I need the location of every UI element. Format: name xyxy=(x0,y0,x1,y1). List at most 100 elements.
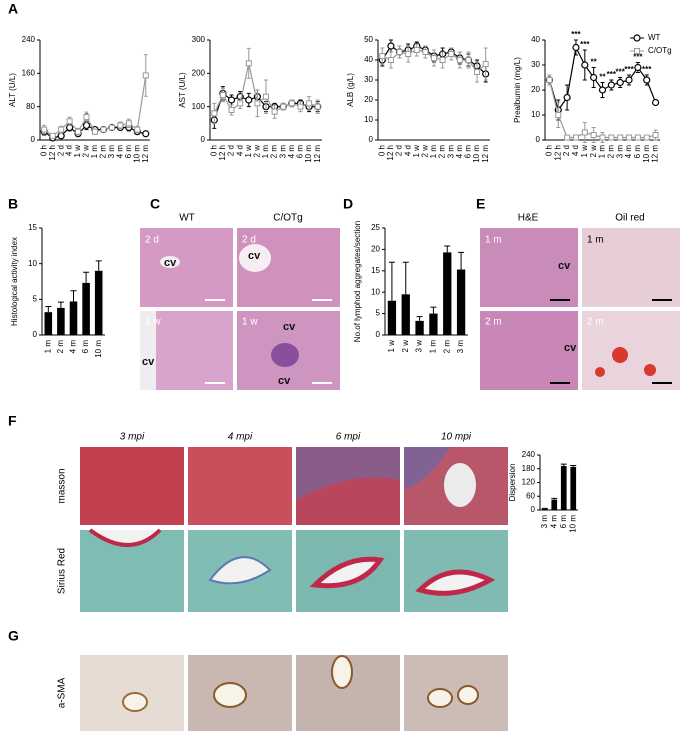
marker xyxy=(272,109,277,114)
marker xyxy=(635,65,641,71)
marker xyxy=(76,129,81,134)
marker xyxy=(143,73,148,78)
error-bar xyxy=(458,252,464,269)
error-bar xyxy=(570,466,576,467)
marker xyxy=(84,115,89,120)
error-bar xyxy=(417,317,423,321)
y-tick-label: 10 xyxy=(364,115,373,124)
y-axis-label: Histological activity index xyxy=(10,237,19,326)
x-tick-label: 2 w xyxy=(589,145,598,158)
marker xyxy=(432,56,437,61)
panel-letter: A xyxy=(8,1,18,17)
row-label: Sirius Red xyxy=(57,548,68,594)
y-tick-label: 0 xyxy=(531,505,536,514)
y-tick-label: 0 xyxy=(536,135,541,144)
inset-label: 1 w xyxy=(145,317,161,328)
marker xyxy=(573,45,579,51)
row-label: masson xyxy=(57,468,68,503)
vessel-label: cv xyxy=(278,375,291,387)
column-header: C/OTg xyxy=(273,213,302,224)
x-tick-label: 1 m xyxy=(43,340,52,354)
error-bar xyxy=(551,498,557,499)
lipid xyxy=(595,367,605,377)
error-bar xyxy=(389,262,395,301)
vessel-label: cv xyxy=(164,257,177,269)
x-tick-label: 2 m xyxy=(606,145,615,159)
y-tick-label: 15 xyxy=(371,266,380,275)
marker xyxy=(423,50,428,55)
micrograph xyxy=(188,447,292,525)
y-tick-label: 5 xyxy=(33,294,38,303)
marker xyxy=(84,122,90,128)
x-tick-label: 3 m xyxy=(615,145,624,159)
inset-label: 1 w xyxy=(242,317,258,328)
marker xyxy=(126,121,131,126)
marker xyxy=(609,135,614,140)
x-tick-label: 12 m xyxy=(481,145,490,163)
panel-f: 3 mpi 4 mpi 6 mpi 10 mpi masson Sirius R… xyxy=(57,432,508,612)
inset-label: 1 m xyxy=(587,235,604,246)
marker xyxy=(565,135,570,140)
vessel-label: cv xyxy=(558,260,571,272)
x-tick-label: 12 m xyxy=(651,145,660,163)
marker xyxy=(58,133,64,139)
vessel xyxy=(458,686,478,704)
x-tick-label: 12 m xyxy=(141,145,150,163)
marker xyxy=(281,104,286,109)
x-tick-label: 6 m xyxy=(559,515,568,529)
y-tick-label: 80 xyxy=(26,102,35,111)
micrograph xyxy=(80,447,184,525)
x-tick-label: 3 m xyxy=(456,340,465,354)
marker xyxy=(591,133,596,138)
y-tick-label: 20 xyxy=(364,95,373,104)
y-tick-label: 240 xyxy=(22,35,36,44)
inset-label: 2 d xyxy=(145,235,159,246)
vessel-label: cv xyxy=(248,250,261,262)
marker xyxy=(388,43,394,49)
panel-letter: D xyxy=(343,196,353,212)
bar xyxy=(443,252,451,335)
x-tick-label: 3 w xyxy=(415,340,424,353)
x-tick-label: 6 m xyxy=(81,340,90,354)
panel-e: H&E Oil red 1 m 1 m 2 m 2 m cv cv xyxy=(480,213,680,390)
marker xyxy=(627,135,632,140)
lipid xyxy=(612,347,628,363)
y-tick-label: 50 xyxy=(364,35,373,44)
marker xyxy=(42,127,47,132)
marker xyxy=(635,49,640,54)
micrograph xyxy=(404,655,508,731)
marker xyxy=(582,62,588,68)
column-header: 3 mpi xyxy=(120,432,145,443)
marker xyxy=(634,35,640,41)
marker xyxy=(93,129,98,134)
error-bar xyxy=(45,306,51,312)
inset-label: 2 d xyxy=(242,235,256,246)
marker xyxy=(466,58,471,63)
marker xyxy=(653,133,658,138)
x-tick-label: 10 m xyxy=(94,340,103,358)
panel-letter: F xyxy=(8,413,17,429)
y-tick-label: 180 xyxy=(522,464,536,473)
marker xyxy=(582,130,587,135)
marker xyxy=(556,113,561,118)
inset-label: 1 m xyxy=(485,235,502,246)
panel-letter: B xyxy=(8,196,18,212)
panel-c: WT C/OTg 2 d 2 d 1 w 1 w cv cv cv cv cv xyxy=(140,213,340,390)
marker xyxy=(118,123,123,128)
significance: *** xyxy=(580,40,590,49)
y-tick-label: 0 xyxy=(31,135,36,144)
y-tick-label: 20 xyxy=(531,85,540,94)
vessel xyxy=(214,683,246,707)
marker xyxy=(414,48,419,53)
bar xyxy=(57,308,65,335)
bar xyxy=(82,283,90,335)
bar xyxy=(551,500,557,510)
y-axis-label: Prealbumin (mg/L) xyxy=(513,57,522,123)
x-tick-label: 12 m xyxy=(313,145,322,163)
vessel xyxy=(444,463,476,507)
bar xyxy=(570,467,576,510)
x-tick-label: 1 w xyxy=(387,340,396,353)
marker xyxy=(547,78,552,83)
marker xyxy=(440,58,445,63)
y-axis-label: ALB (g/L) xyxy=(346,73,355,107)
